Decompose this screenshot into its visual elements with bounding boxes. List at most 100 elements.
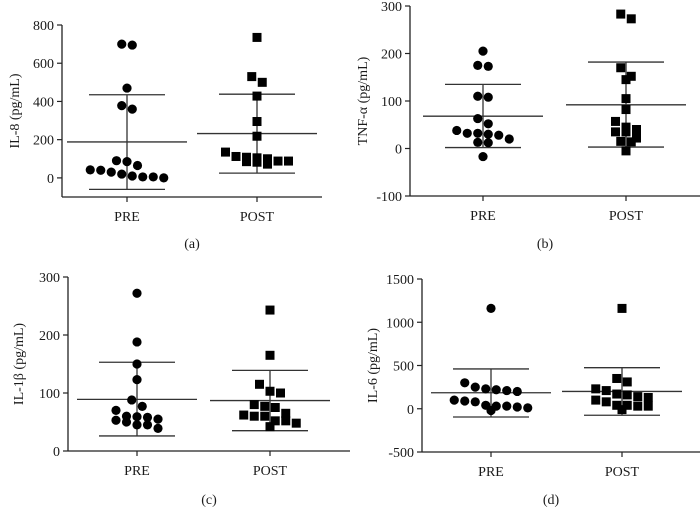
data-point-pre	[481, 384, 491, 394]
data-point-post	[632, 125, 641, 134]
data-point-post	[263, 154, 272, 164]
data-point-post	[633, 401, 643, 411]
data-point-post	[239, 410, 249, 420]
data-point-pre	[491, 385, 501, 395]
data-point-post	[252, 32, 262, 42]
panel-c: 0 100 200 300 IL-1β (pg/mL) PRE POST (c)	[12, 271, 350, 508]
y-tick-label: 200	[381, 48, 402, 63]
data-point-post	[616, 136, 626, 146]
panel-b: -100 0 100 200 300 TNF-α (pg/mL) PRE POST (b)	[356, 0, 700, 252]
data-point-pre	[486, 405, 496, 416]
data-point-post	[231, 151, 241, 161]
data-point-post	[252, 157, 262, 167]
data-point-pre	[494, 130, 504, 140]
data-point-pre	[483, 92, 493, 102]
data-point-pre	[132, 160, 143, 171]
data-point-post	[617, 405, 627, 415]
data-point-pre	[512, 386, 522, 397]
data-point-post	[257, 77, 267, 87]
y-tick-label: 0	[395, 143, 402, 158]
data-point-post	[591, 384, 601, 394]
data-point-pre	[460, 396, 470, 406]
x-tick-label: PRE	[478, 465, 504, 480]
data-point-pre	[460, 378, 470, 388]
data-point-pre	[132, 288, 142, 298]
data-point-post	[622, 390, 632, 400]
data-point-post	[265, 422, 275, 432]
data-point-post	[626, 137, 636, 147]
data-point-post	[612, 389, 622, 399]
data-point-pre	[473, 113, 483, 124]
data-point-pre	[483, 138, 493, 148]
data-point-pre	[470, 382, 480, 392]
data-point-post	[291, 418, 301, 428]
y-tick-label: 400	[33, 95, 54, 110]
y-tick-label: 500	[393, 360, 414, 375]
panel-label: (b)	[537, 237, 554, 252]
data-point-post	[270, 416, 280, 426]
y-tick-label: 300	[39, 271, 60, 286]
data-point-pre	[142, 412, 153, 422]
y-tick-label: -500	[388, 446, 414, 461]
data-point-post	[265, 386, 275, 396]
data-point-pre	[483, 61, 493, 71]
data-point-post	[255, 379, 264, 389]
y-tick-label: 200	[39, 329, 60, 344]
data-point-post	[252, 91, 262, 101]
y-tick-label: 0	[53, 445, 60, 460]
data-point-post	[247, 72, 257, 82]
x-tick-label: POST	[240, 210, 275, 225]
panel-label: (a)	[184, 237, 200, 252]
data-point-pre	[106, 167, 116, 177]
data-point-post	[252, 131, 262, 141]
data-point-post	[601, 386, 611, 396]
data-point-post	[643, 401, 653, 411]
data-point-post	[260, 411, 270, 421]
data-point-pre	[512, 402, 522, 412]
y-tick-label: -100	[376, 190, 402, 205]
data-point-pre	[117, 101, 127, 111]
data-point-post	[621, 122, 631, 132]
data-point-post	[621, 75, 631, 85]
panel-label: (d)	[543, 493, 560, 508]
data-point-post	[249, 411, 259, 421]
data-point-pre	[473, 137, 483, 147]
data-point-pre	[523, 403, 533, 413]
panel-a: 0 200 400 600 800 IL-8 (pg/mL) PRE POST (a)	[8, 19, 322, 252]
data-point-pre	[117, 39, 127, 49]
y-tick-label: 1000	[386, 316, 414, 331]
data-point-post	[626, 71, 636, 81]
data-point-pre	[111, 156, 122, 166]
data-point-post	[616, 9, 626, 19]
data-point-post	[276, 388, 285, 398]
x-tick-label: PRE	[114, 210, 140, 225]
y-axis-label: IL-1β (pg/mL)	[12, 323, 27, 405]
data-point-pre	[121, 417, 132, 427]
data-point-pre	[132, 375, 142, 385]
data-point-pre	[159, 173, 169, 183]
data-point-pre	[122, 157, 132, 167]
data-point-post	[632, 133, 641, 143]
data-point-pre	[483, 129, 493, 139]
x-tick-label: POST	[253, 464, 288, 479]
data-point-post	[242, 157, 251, 167]
data-point-post	[621, 105, 631, 115]
data-point-pre	[132, 420, 142, 430]
data-point-post	[221, 147, 230, 157]
data-point-pre	[452, 125, 462, 136]
y-tick-label: 1500	[386, 273, 414, 288]
data-point-pre	[127, 395, 137, 405]
data-point-post	[643, 393, 653, 403]
data-point-post	[281, 416, 291, 426]
data-point-post	[622, 400, 632, 410]
data-point-post	[260, 401, 270, 411]
panel-label: (c)	[201, 493, 217, 508]
data-point-pre	[127, 104, 137, 114]
x-tick-label: POST	[605, 465, 640, 480]
data-point-pre	[473, 91, 483, 101]
y-tick-label: 100	[381, 95, 402, 110]
data-point-pre	[137, 401, 147, 411]
data-point-post	[265, 305, 275, 315]
data-point-post	[626, 14, 636, 24]
